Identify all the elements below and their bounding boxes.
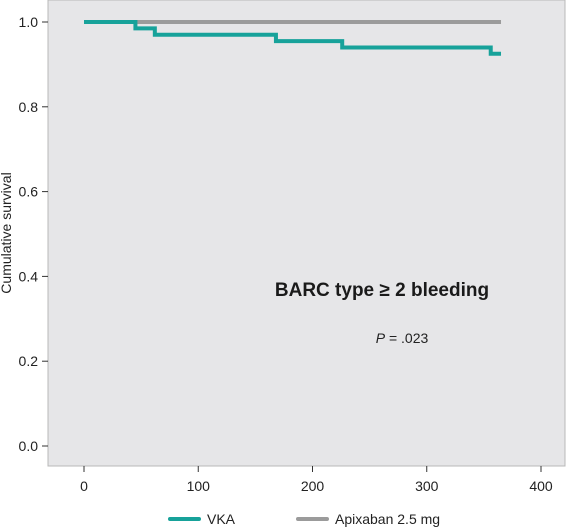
x-tick-label: 100	[187, 478, 211, 494]
legend: VKA Apixaban 2.5 mg	[168, 511, 440, 527]
legend-label-vka: VKA	[207, 511, 236, 527]
annotation-title: BARC type ≥ 2 bleeding	[275, 280, 489, 301]
annotation-title-suffix: 2 bleeding	[390, 280, 489, 301]
y-axis-title: Cumulative survival	[0, 172, 14, 293]
annotation-title-symbol: ≥	[379, 280, 389, 301]
y-tick-label: 0.2	[19, 353, 39, 369]
x-tick-label: 300	[415, 478, 439, 494]
p-value-number: = .023	[385, 330, 428, 346]
annotation-title-prefix: BARC type	[275, 280, 380, 301]
y-tick-label: 0.6	[19, 184, 39, 200]
y-axis: 0.0 0.2 0.4 0.6 0.8 1.0	[19, 14, 48, 454]
y-tick-label: 0.8	[19, 99, 39, 115]
series-line-vka	[84, 20, 502, 56]
legend-label-apixaban: Apixaban 2.5 mg	[335, 511, 440, 527]
y-tick-label: 0.4	[19, 268, 39, 284]
x-tick-label: 400	[529, 478, 553, 494]
x-tick-label: 0	[80, 478, 88, 494]
series-layer	[84, 20, 502, 56]
p-value-label: P	[376, 330, 386, 346]
plot-area	[47, 0, 566, 467]
y-tick-label: 0.0	[19, 438, 39, 454]
x-axis: 0 100 200 300 400	[80, 466, 553, 494]
x-tick-label: 200	[301, 478, 325, 494]
p-value-annotation: P = .023	[376, 330, 429, 346]
y-tick-label: 1.0	[19, 14, 39, 30]
